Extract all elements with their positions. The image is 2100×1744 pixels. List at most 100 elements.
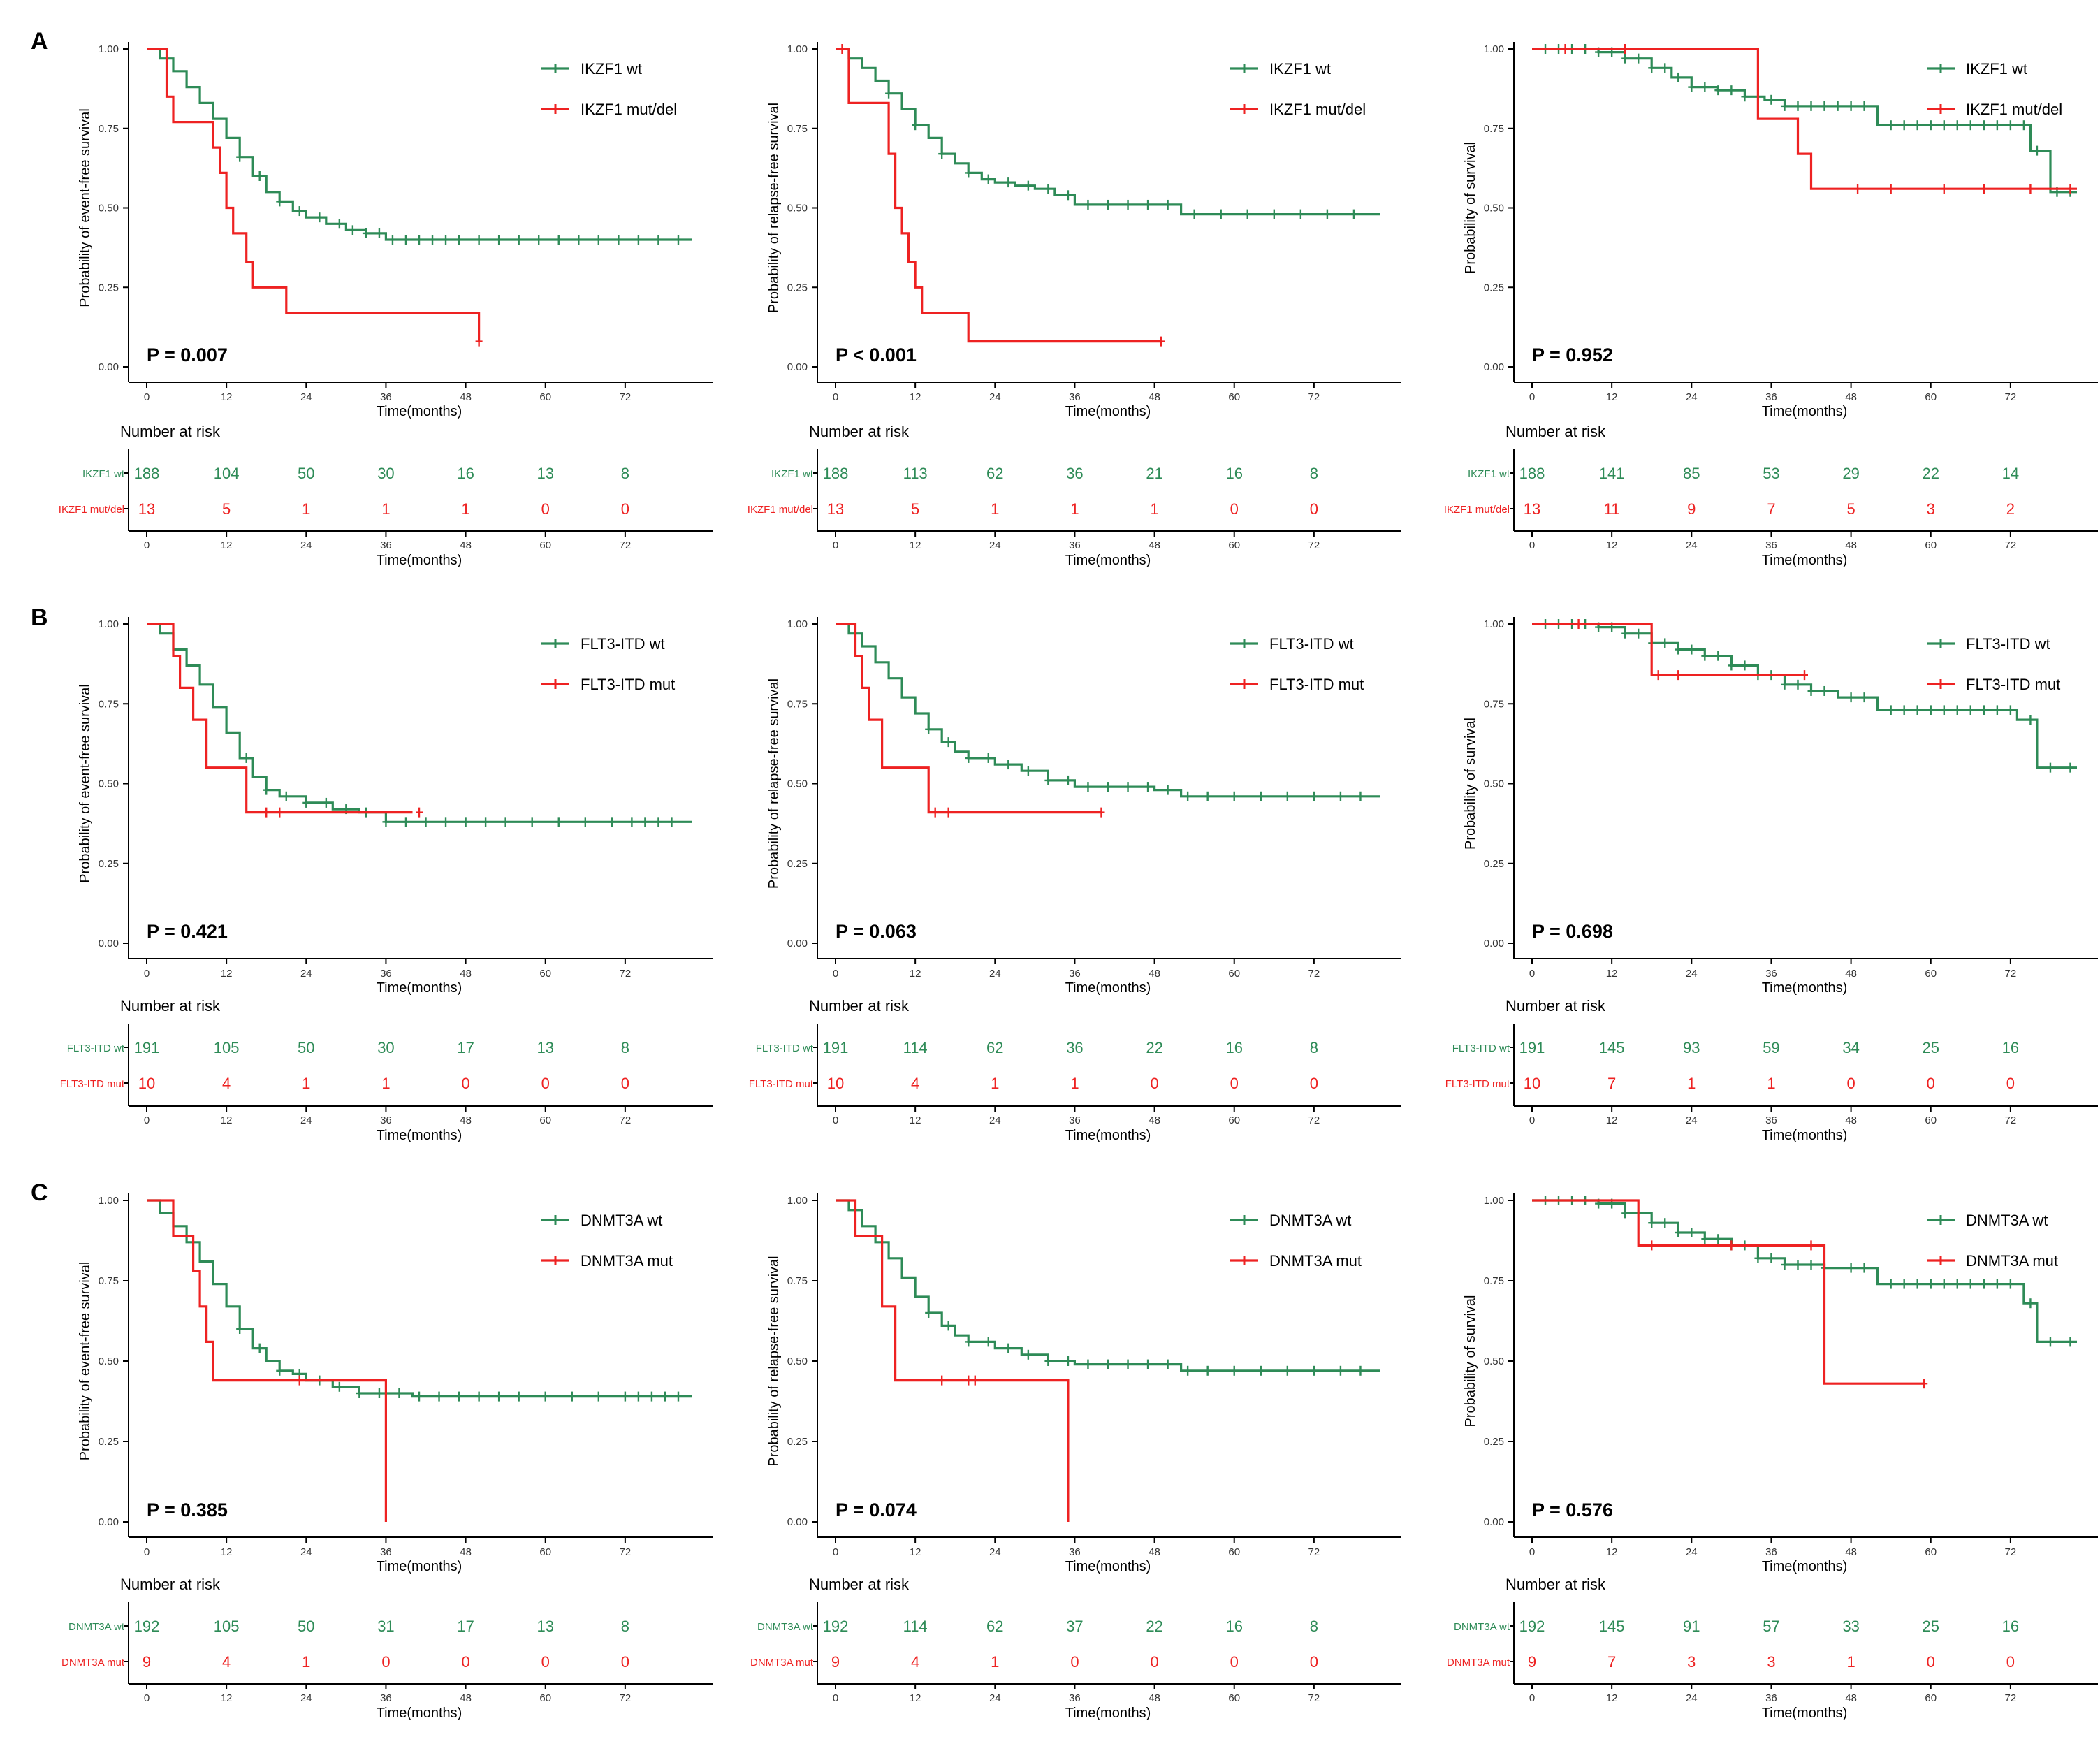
risk-row-label: DNMT3A wt bbox=[757, 1621, 814, 1633]
legend-label: FLT3-ITD wt bbox=[1966, 635, 2050, 653]
risk-count: 16 bbox=[1225, 1039, 1242, 1056]
risk-count: 34 bbox=[1842, 1039, 1859, 1056]
x-tick-label: 60 bbox=[539, 391, 551, 403]
risk-count: 93 bbox=[1683, 1039, 1700, 1056]
risk-count: 1 bbox=[1150, 500, 1158, 518]
mut-survival-curve bbox=[836, 1199, 1070, 1522]
risk-count: 8 bbox=[1310, 1618, 1318, 1635]
y-tick-label: 1.00 bbox=[1484, 43, 1504, 55]
y-tick-label: 0.00 bbox=[99, 938, 119, 950]
legend-label: IKZF1 mut/del bbox=[581, 101, 677, 118]
risk-row-label: IKZF1 mut/del bbox=[1444, 504, 1510, 516]
risk-table-title: Number at risk bbox=[1505, 423, 1606, 440]
y-axis-title: Probability of relapse-free survival bbox=[766, 1256, 782, 1466]
risk-x-tick-label: 60 bbox=[539, 539, 551, 551]
risk-count: 13 bbox=[827, 500, 844, 518]
risk-x-tick-label: 36 bbox=[1765, 1114, 1777, 1126]
x-tick-label: 0 bbox=[144, 391, 150, 403]
risk-count: 8 bbox=[621, 465, 629, 482]
risk-count: 50 bbox=[298, 1618, 314, 1635]
risk-x-tick-label: 36 bbox=[380, 1692, 392, 1704]
x-tick-label: 48 bbox=[1149, 968, 1160, 980]
y-tick-label: 0.25 bbox=[787, 858, 808, 870]
y-tick-label: 0.50 bbox=[99, 1356, 119, 1367]
risk-count: 114 bbox=[903, 1039, 928, 1056]
risk-count: 5 bbox=[911, 500, 919, 518]
risk-x-tick-label: 60 bbox=[1925, 539, 1937, 551]
risk-x-tick-label: 72 bbox=[2005, 539, 2017, 551]
risk-x-tick-label: 72 bbox=[620, 539, 632, 551]
risk-x-tick-label: 36 bbox=[1765, 1692, 1777, 1704]
legend-label: IKZF1 wt bbox=[581, 60, 642, 78]
chart-panels: 0.000.250.500.751.000 12 24 36 48 60 72Time(mo… bbox=[59, 42, 2098, 1721]
p-value: P = 0.007 bbox=[147, 344, 228, 365]
risk-row-label: FLT3-ITD mut bbox=[749, 1078, 814, 1090]
y-tick-label: 0.50 bbox=[99, 778, 119, 790]
risk-x-tick-label: 36 bbox=[1069, 1692, 1081, 1704]
x-axis-title: Time(months) bbox=[377, 980, 462, 996]
y-tick-label: 0.00 bbox=[787, 938, 808, 950]
risk-row-label: DNMT3A mut bbox=[1447, 1657, 1510, 1669]
risk-x-tick-label: 24 bbox=[300, 1114, 312, 1126]
x-tick-label: 36 bbox=[380, 968, 392, 980]
mut-survival-curve bbox=[1532, 623, 1804, 676]
risk-x-tick-label: 24 bbox=[989, 1692, 1001, 1704]
mut-survival-curve bbox=[1532, 48, 2077, 190]
risk-x-tick-label: 12 bbox=[910, 1114, 921, 1126]
y-tick-label: 0.75 bbox=[787, 698, 808, 710]
y-tick-label: 0.50 bbox=[787, 778, 808, 790]
risk-x-tick-label: 24 bbox=[1686, 539, 1698, 551]
legend-label: IKZF1 wt bbox=[1966, 60, 2027, 78]
risk-count: 0 bbox=[2006, 1075, 2015, 1092]
risk-count: 0 bbox=[1150, 1653, 1158, 1671]
x-axis-title: Time(months) bbox=[377, 404, 462, 419]
legend-label: DNMT3A wt bbox=[581, 1212, 662, 1229]
risk-row-label: IKZF1 mut/del bbox=[748, 504, 813, 516]
risk-count: 9 bbox=[143, 1653, 151, 1671]
x-tick-label: 24 bbox=[989, 968, 1001, 980]
risk-table-title: Number at risk bbox=[1505, 997, 1606, 1015]
risk-x-tick-label: 36 bbox=[1069, 1114, 1081, 1126]
risk-x-tick-label: 48 bbox=[1149, 1114, 1160, 1126]
risk-x-tick-label: 0 bbox=[144, 1692, 150, 1704]
y-tick-label: 1.00 bbox=[787, 1195, 808, 1207]
legend-label: IKZF1 mut/del bbox=[1269, 101, 1366, 118]
risk-row-label: FLT3-ITD mut bbox=[1445, 1078, 1510, 1090]
legend-label: IKZF1 mut/del bbox=[1966, 101, 2062, 118]
risk-count: 4 bbox=[222, 1075, 231, 1092]
risk-count: 9 bbox=[831, 1653, 840, 1671]
risk-x-tick-label: 48 bbox=[460, 539, 472, 551]
x-tick-label: 0 bbox=[144, 968, 150, 980]
risk-x-tick-label: 24 bbox=[989, 1114, 1001, 1126]
km-panel-4: 0.000.250.500.751.000 12 24 36 48 60 72Time(mo… bbox=[60, 617, 713, 1143]
risk-x-tick-label: 0 bbox=[144, 1114, 150, 1126]
risk-count: 0 bbox=[541, 1653, 550, 1671]
risk-count: 0 bbox=[621, 1653, 629, 1671]
y-tick-label: 1.00 bbox=[1484, 618, 1504, 630]
x-tick-label: 36 bbox=[1765, 968, 1777, 980]
x-tick-label: 36 bbox=[1069, 968, 1081, 980]
y-tick-label: 0.25 bbox=[99, 1436, 119, 1448]
x-tick-label: 36 bbox=[1765, 1546, 1777, 1558]
y-tick-label: 0.25 bbox=[1484, 858, 1504, 870]
p-value: P = 0.421 bbox=[147, 921, 228, 942]
risk-count: 4 bbox=[911, 1075, 919, 1092]
risk-count: 0 bbox=[1310, 500, 1318, 518]
risk-count: 21 bbox=[1146, 465, 1162, 482]
risk-count: 62 bbox=[986, 1039, 1003, 1056]
x-tick-label: 12 bbox=[1606, 968, 1618, 980]
risk-x-tick-label: 60 bbox=[1228, 539, 1240, 551]
risk-x-tick-label: 72 bbox=[620, 1692, 632, 1704]
risk-count: 4 bbox=[222, 1653, 231, 1671]
x-tick-label: 60 bbox=[1925, 968, 1937, 980]
risk-x-axis-title: Time(months) bbox=[1065, 553, 1151, 568]
risk-row-label: FLT3-ITD wt bbox=[756, 1042, 814, 1054]
risk-count: 1 bbox=[991, 1653, 999, 1671]
y-tick-label: 0.25 bbox=[787, 282, 808, 293]
y-tick-label: 0.00 bbox=[99, 1516, 119, 1528]
risk-count: 0 bbox=[461, 1075, 469, 1092]
legend-label: DNMT3A wt bbox=[1269, 1212, 1351, 1229]
risk-count: 8 bbox=[1310, 465, 1318, 482]
risk-count: 10 bbox=[1524, 1075, 1540, 1092]
risk-count: 16 bbox=[457, 465, 474, 482]
